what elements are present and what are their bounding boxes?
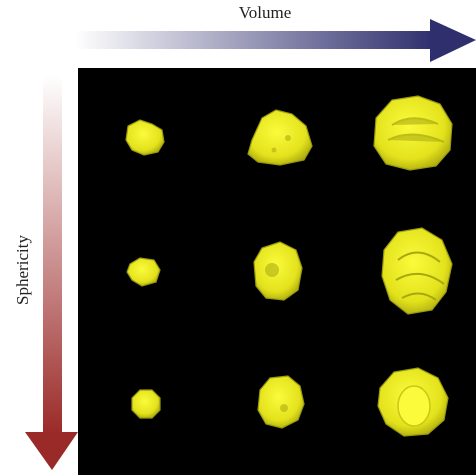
sphericity-arrow [25,75,78,470]
blob [374,96,452,170]
volume-arrow [75,19,476,62]
figure: Volume Sphericity [0,0,476,475]
blob [132,390,160,418]
volume-label: Volume [239,3,292,22]
blob [258,376,304,428]
page: Volume Sphericity (() => { const data = … [0,0,476,475]
sphericity-label: Sphericity [13,235,32,305]
